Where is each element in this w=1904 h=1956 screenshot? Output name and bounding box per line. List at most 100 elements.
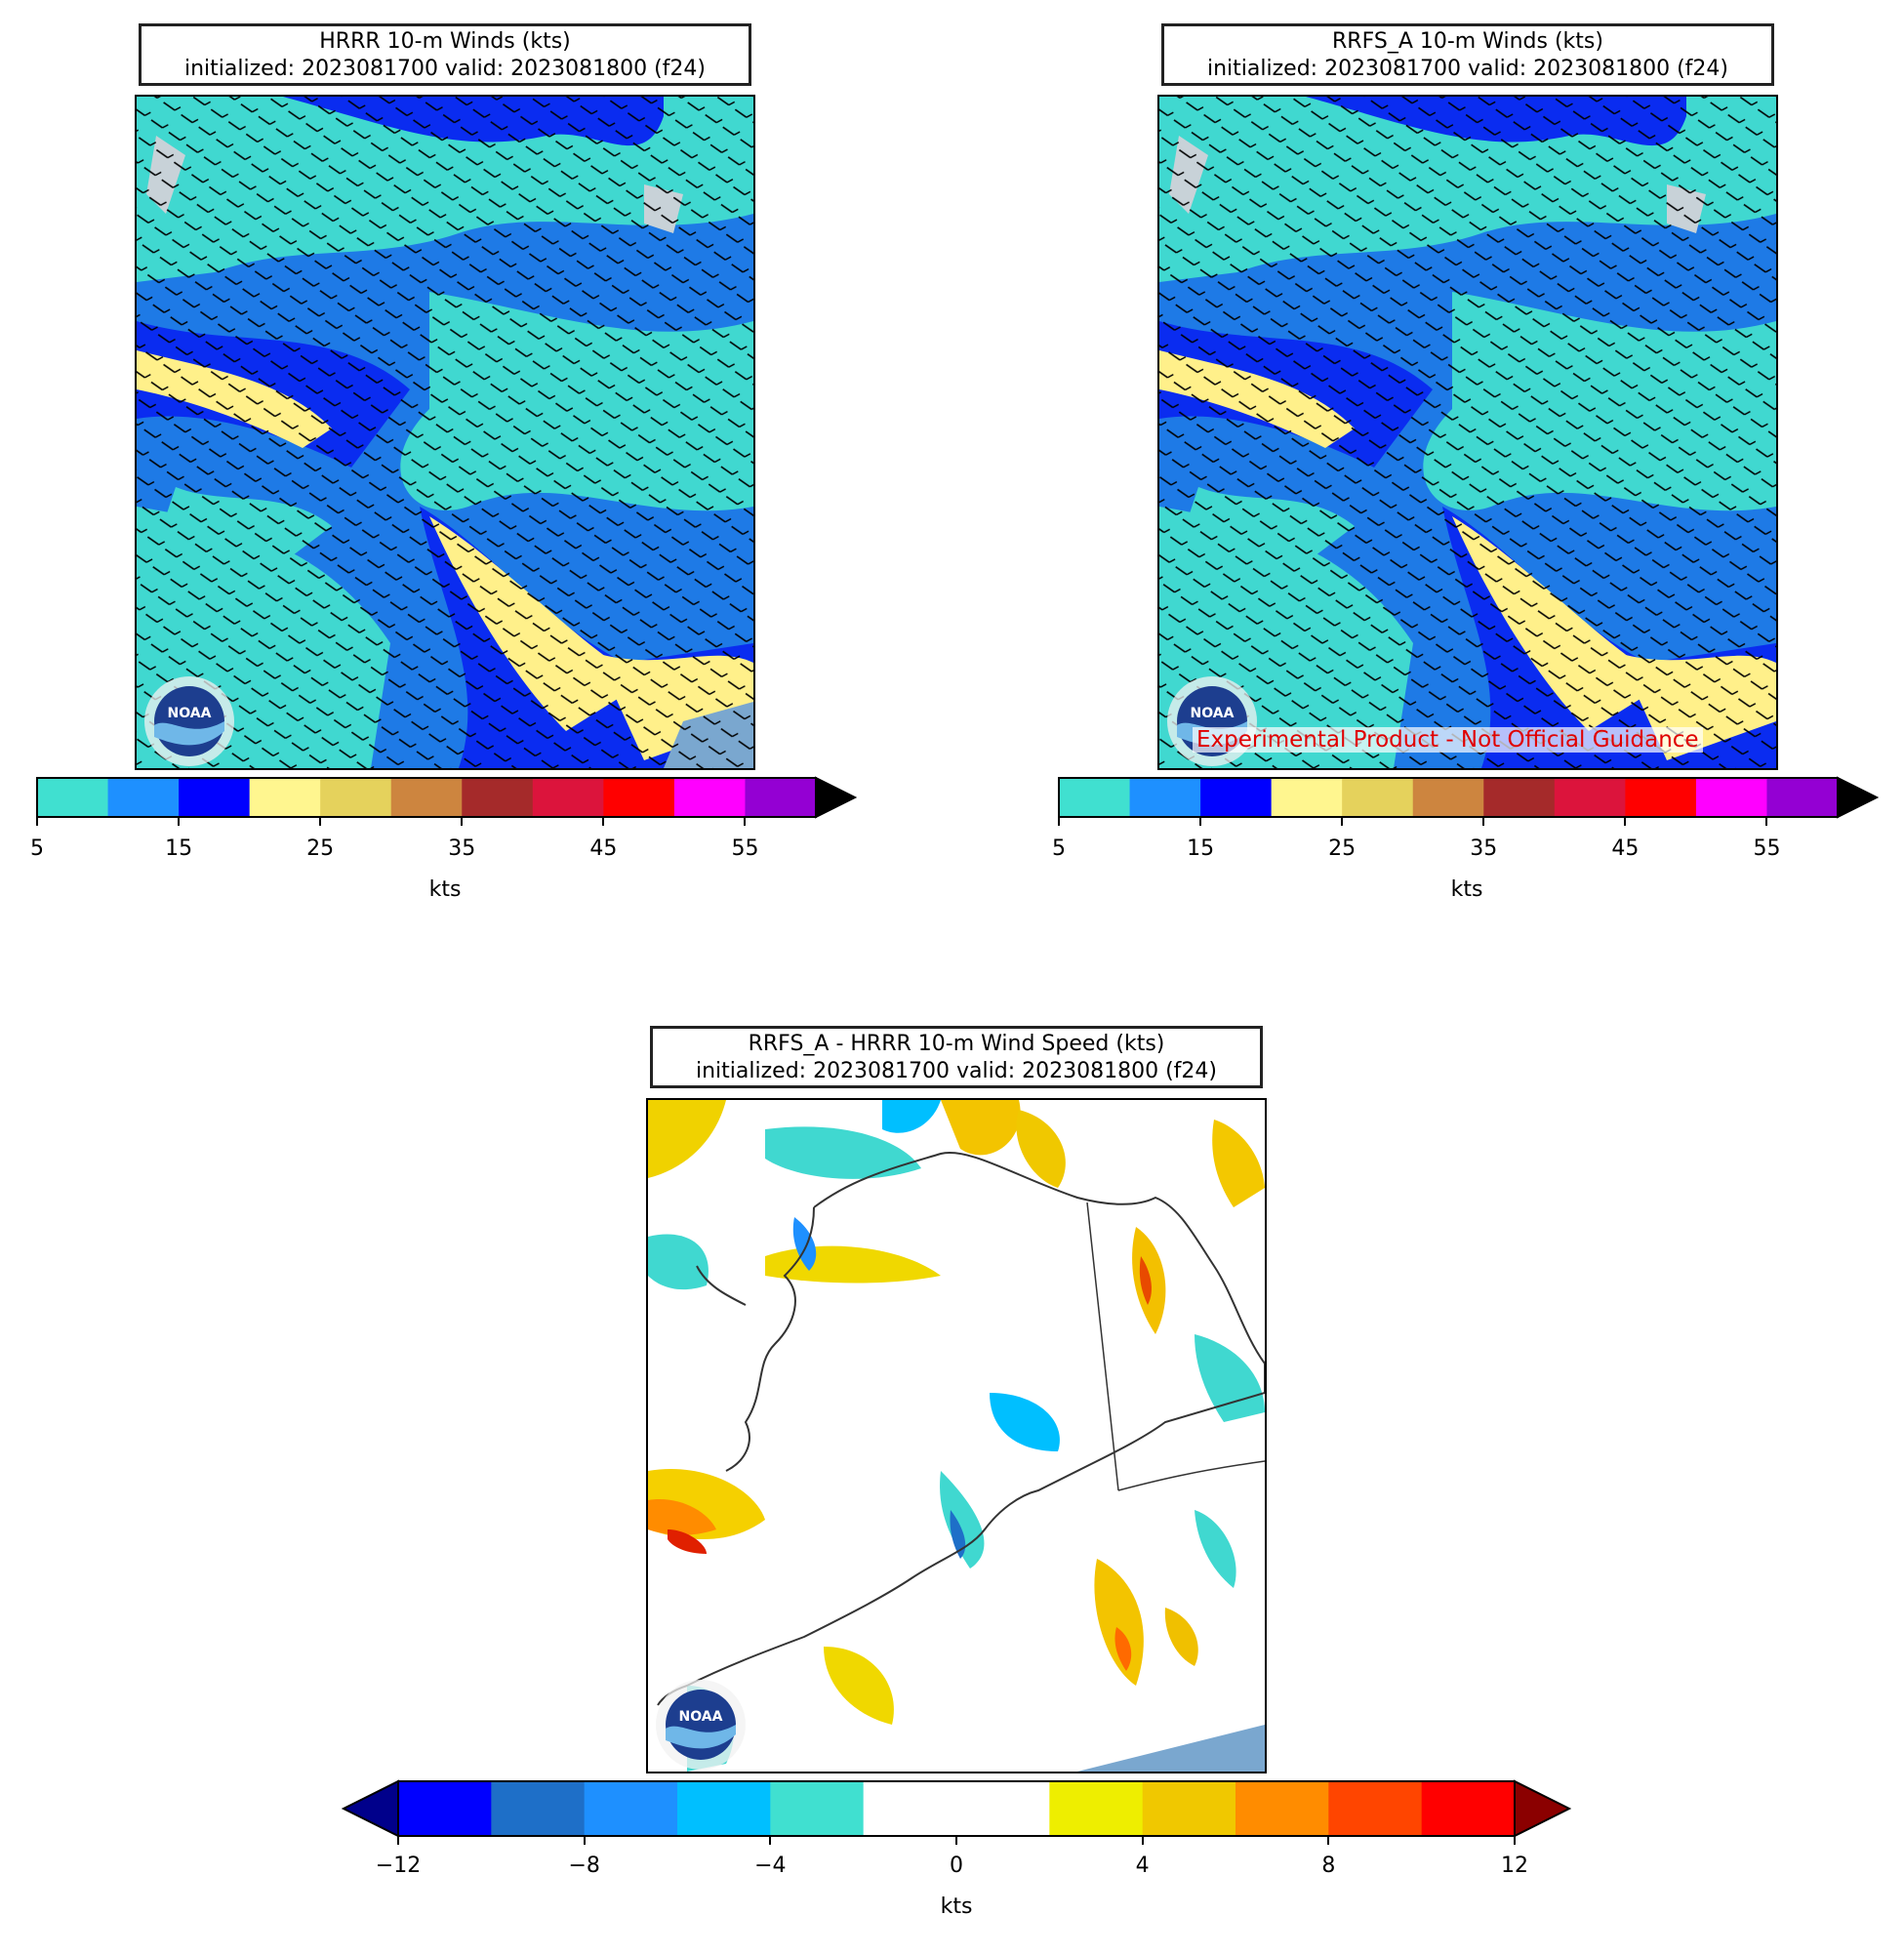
colorbar-tick-label: 5 — [1052, 836, 1066, 861]
colorbar-cell — [37, 778, 109, 817]
diff-title: RRFS_A - HRRR 10-m Wind Speed (kts) init… — [650, 1026, 1263, 1088]
rrfs-colorbar: 5 15 25 35 45 55 kts — [1052, 776, 1883, 902]
colorbar-cell — [1142, 1781, 1236, 1836]
colorbar-tick-mark — [1514, 1836, 1516, 1845]
colorbar-tick-mark — [1624, 817, 1627, 826]
colorbar-tick-mark — [1327, 1836, 1330, 1845]
hrrr-colorbar: 5 15 25 35 45 55 kts — [30, 776, 861, 902]
colorbar-tick-label: 15 — [1187, 836, 1215, 861]
colorbar-tick-label: 55 — [731, 836, 759, 861]
colorbar-tick-mark — [1141, 1836, 1144, 1845]
colorbar-cell — [1625, 778, 1697, 817]
colorbar-tick-mark — [744, 817, 747, 826]
diff-map: NOAA — [646, 1098, 1267, 1773]
noaa-logo-icon: NOAA — [656, 1680, 746, 1770]
colorbar-tick-mark — [955, 1836, 957, 1845]
colorbar-cell — [390, 778, 463, 817]
colorbar-tick-label: 55 — [1753, 836, 1781, 861]
colorbar-tick-mark — [1765, 817, 1768, 826]
colorbar-tick-mark — [1482, 817, 1485, 826]
colorbar-cell — [1236, 1781, 1329, 1836]
colorbar-tick-label: 45 — [1611, 836, 1640, 861]
colorbar-tick-mark — [583, 1836, 586, 1845]
colorbar-cell — [320, 778, 392, 817]
diff-colorbar: −12 −8 −4 0 4 8 12 kts — [340, 1779, 1573, 1926]
diff-title-line2: initialized: 2023081700 valid: 202308180… — [696, 1059, 1217, 1083]
colorbar-cell — [1059, 778, 1131, 817]
rrfs-title: RRFS_A 10-m Winds (kts) initialized: 202… — [1161, 23, 1774, 86]
rrfs-title-line1: RRFS_A 10-m Winds (kts) — [1332, 29, 1603, 54]
colorbar-cell — [249, 778, 321, 817]
experimental-watermark: Experimental Product - Not Official Guid… — [1193, 727, 1703, 753]
colorbar-tick-label: 4 — [1135, 1854, 1150, 1878]
colorbar-tick-label: 35 — [1470, 836, 1498, 861]
colorbar-cell — [1412, 778, 1484, 817]
colorbar-tick-label: 25 — [1328, 836, 1357, 861]
svg-text:NOAA: NOAA — [1191, 706, 1235, 721]
diff-colorbar-strip — [341, 1779, 1572, 1838]
colorbar-tick-mark — [769, 1836, 772, 1845]
colorbar-tick-label: 25 — [306, 836, 335, 861]
hrrr-title-line2: initialized: 2023081700 valid: 202308180… — [184, 57, 706, 81]
rrfs-colorbar-unit: kts — [1450, 877, 1483, 902]
colorbar-cell — [179, 778, 251, 817]
colorbar-tick-label: 15 — [165, 836, 193, 861]
colorbar-tick-mark — [1058, 817, 1060, 826]
colorbar-tick-label: −12 — [375, 1854, 422, 1878]
colorbar-cell — [1483, 778, 1556, 817]
colorbar-cell — [532, 778, 604, 817]
hrrr-colorbar-strip — [36, 776, 858, 819]
colorbar-cell — [603, 778, 675, 817]
noaa-logo-icon: NOAA — [144, 676, 234, 766]
colorbar-tick-label: 8 — [1321, 1854, 1336, 1878]
colorbar-cell — [1271, 778, 1343, 817]
diff-title-line1: RRFS_A - HRRR 10-m Wind Speed (kts) — [748, 1032, 1165, 1056]
colorbar-tick-label: 12 — [1501, 1854, 1528, 1878]
hrrr-wind-map: NOAA — [135, 95, 755, 770]
colorbar-tick-mark — [178, 817, 181, 826]
rrfs-title-line2: initialized: 2023081700 valid: 202308180… — [1207, 57, 1728, 81]
colorbar-cell — [1766, 778, 1839, 817]
hrrr-title: HRRR 10-m Winds (kts) initialized: 20230… — [139, 23, 751, 86]
hrrr-wind-field — [137, 97, 753, 768]
colorbar-tick-mark — [461, 817, 464, 826]
colorbar-tick-label: 5 — [30, 836, 44, 861]
colorbar-tick-mark — [602, 817, 605, 826]
colorbar-cell — [1421, 1781, 1516, 1836]
rrfs-wind-map: NOAA Experimental Product - Not Official… — [1157, 95, 1778, 770]
colorbar-tick-label: 0 — [950, 1854, 963, 1878]
colorbar-cell — [673, 778, 746, 817]
colorbar-cell — [863, 1781, 957, 1836]
colorbar-cell — [770, 1781, 865, 1836]
colorbar-cell — [1695, 778, 1767, 817]
rrfs-wind-field — [1159, 97, 1776, 768]
colorbar-cell — [462, 778, 534, 817]
colorbar-tick-label: −8 — [568, 1854, 600, 1878]
colorbar-cell — [745, 778, 817, 817]
colorbar-tick-mark — [1199, 817, 1202, 826]
hrrr-colorbar-unit: kts — [428, 877, 462, 902]
colorbar-cell — [584, 1781, 678, 1836]
colorbar-cell — [1049, 1781, 1144, 1836]
colorbar-cell — [107, 778, 180, 817]
colorbar-tick-label: −4 — [754, 1854, 787, 1878]
colorbar-cell — [491, 1781, 586, 1836]
diff-colorbar-unit: kts — [940, 1895, 973, 1919]
colorbar-cell — [1129, 778, 1201, 817]
colorbar-cell — [677, 1781, 771, 1836]
colorbar-cell — [956, 1781, 1050, 1836]
colorbar-tick-mark — [397, 1836, 399, 1845]
svg-text:NOAA: NOAA — [168, 706, 212, 721]
diff-field — [648, 1100, 1265, 1772]
colorbar-cell — [1554, 778, 1626, 817]
colorbar-tick-mark — [36, 817, 38, 826]
rrfs-colorbar-strip — [1058, 776, 1880, 819]
svg-text:NOAA: NOAA — [679, 1709, 723, 1725]
colorbar-tick-label: 35 — [448, 836, 476, 861]
colorbar-cell — [1200, 778, 1273, 817]
hrrr-title-line1: HRRR 10-m Winds (kts) — [319, 29, 571, 54]
colorbar-cell — [398, 1781, 492, 1836]
colorbar-cell — [1342, 778, 1414, 817]
noaa-logo-icon: NOAA — [1167, 676, 1257, 766]
colorbar-tick-mark — [319, 817, 322, 826]
